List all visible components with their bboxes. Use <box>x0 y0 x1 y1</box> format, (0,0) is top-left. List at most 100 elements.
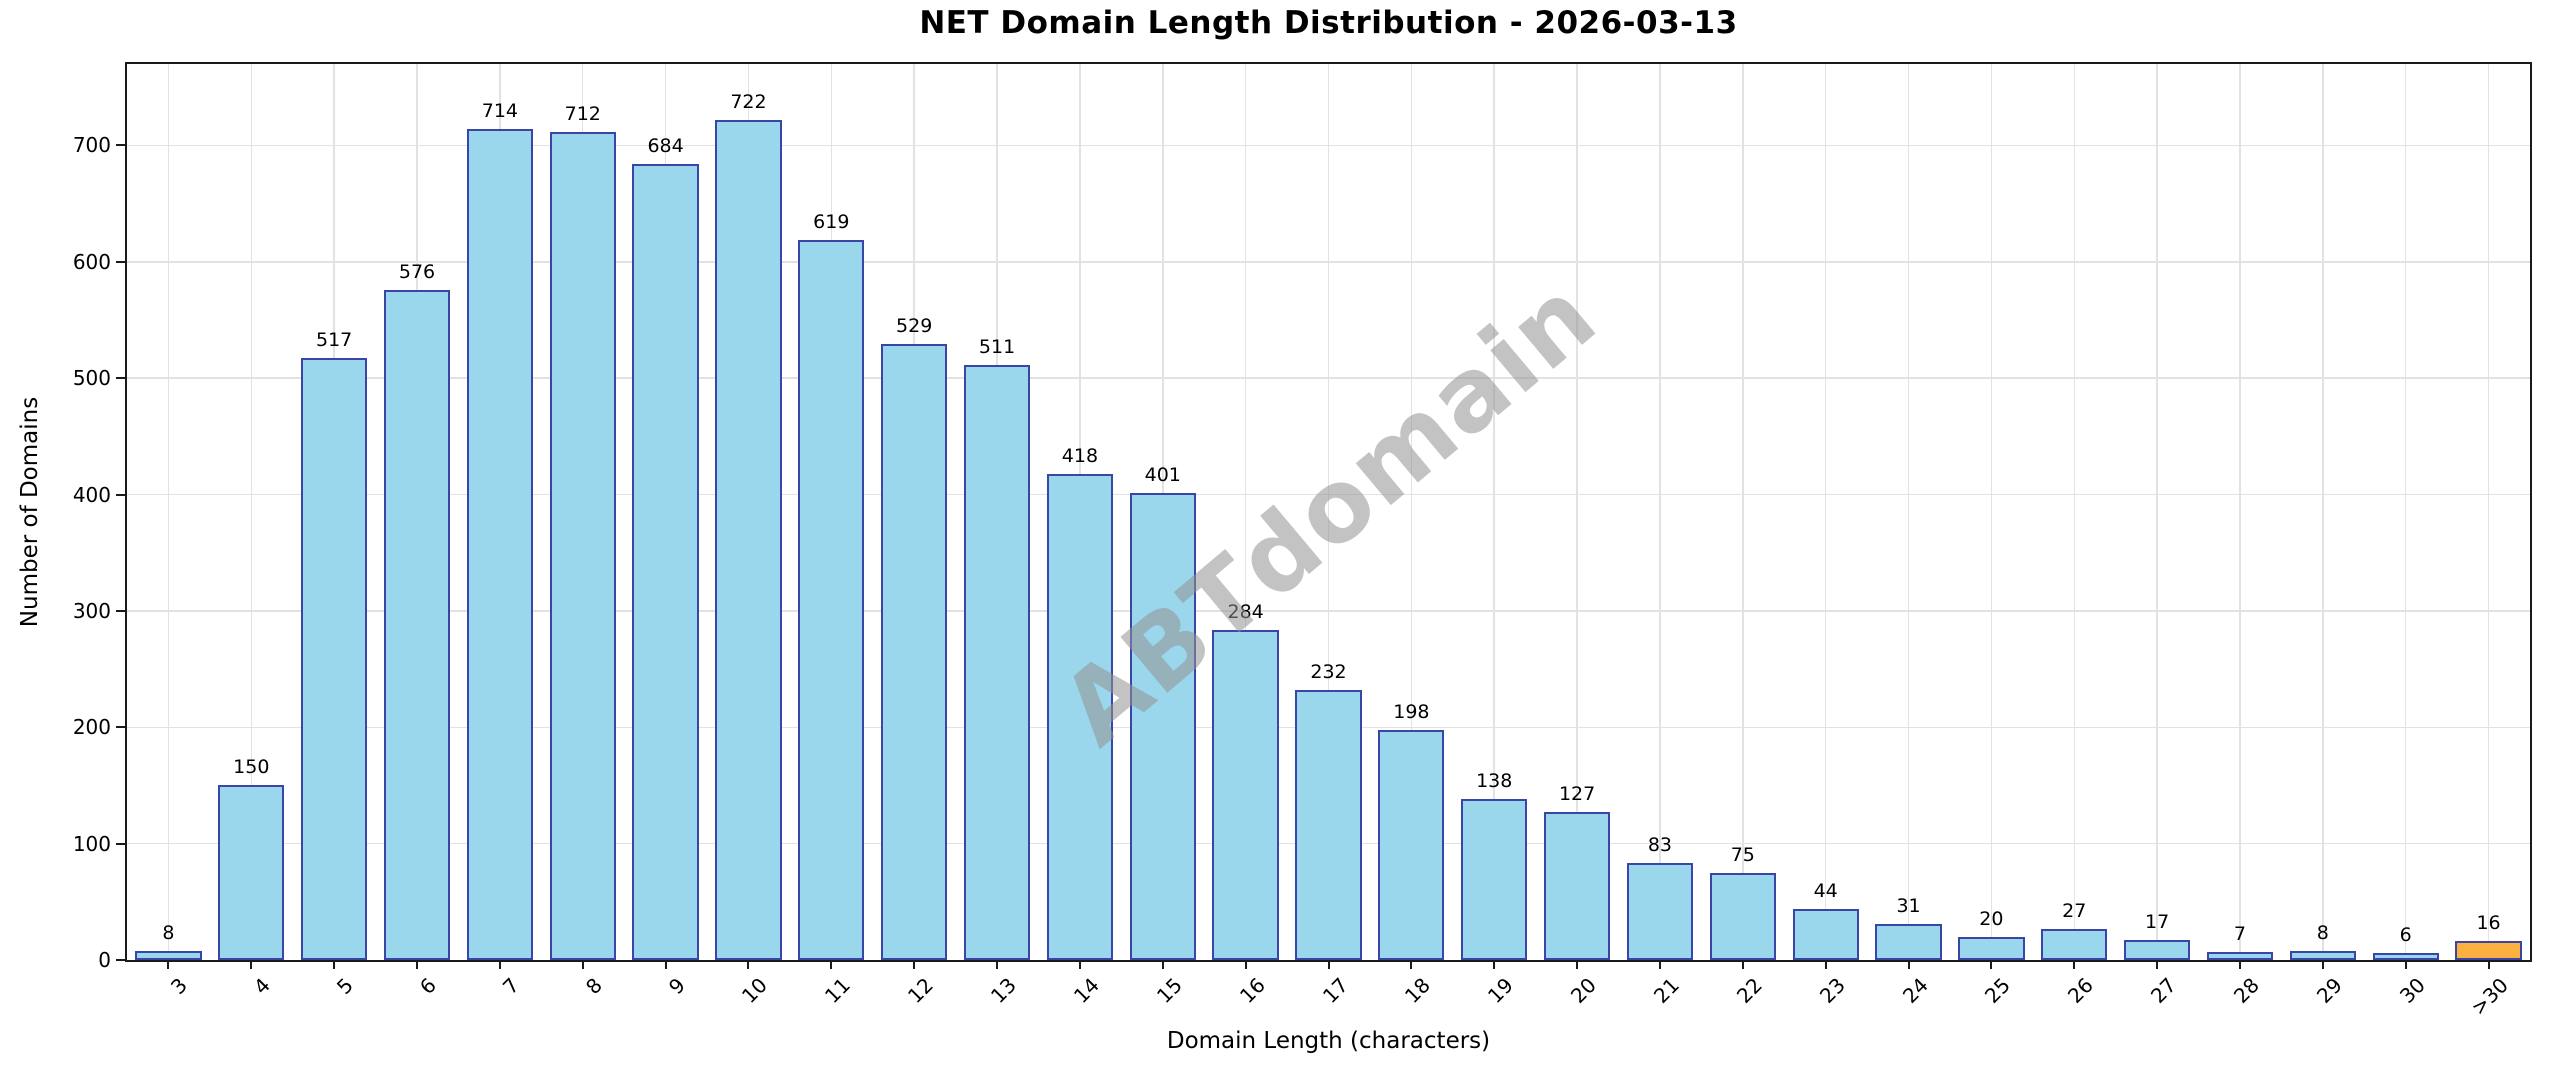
x-tick-label: 11 <box>820 973 856 1008</box>
x-tick-label: 20 <box>1566 973 1602 1008</box>
x-tick-label: 29 <box>2311 973 2347 1008</box>
x-tick-label: 30 <box>2394 973 2430 1008</box>
bar-19 <box>1461 799 1528 960</box>
bar-value-label: 75 <box>1730 843 1755 866</box>
bar-value-label: 150 <box>233 756 270 779</box>
x-tick <box>2156 960 2159 969</box>
bar-9 <box>632 164 699 960</box>
x-tick <box>2238 960 2241 969</box>
bar-22 <box>1709 872 1776 960</box>
y-tick <box>116 609 125 612</box>
gridline <box>1990 64 1993 960</box>
gridline <box>2156 64 2158 960</box>
bar-5 <box>301 358 368 960</box>
gridline <box>2404 64 2407 960</box>
bar-value-label: 83 <box>1647 834 1673 857</box>
x-axis-label: Domain Length (characters) <box>1166 1028 1491 1054</box>
x-tick-label: 23 <box>1814 973 1850 1008</box>
bar-value-label: 8 <box>2316 921 2329 944</box>
y-tick-label: 400 <box>72 482 111 507</box>
x-tick <box>1244 960 1247 969</box>
bar-value-label: 529 <box>896 315 933 338</box>
y-axis-label: Number of Domains <box>17 396 43 628</box>
gridline <box>1742 64 1744 960</box>
x-tick-label: 15 <box>1151 973 1187 1008</box>
gridline <box>2239 64 2241 960</box>
gridline <box>1410 64 1413 960</box>
y-tick-label: 0 <box>98 948 111 972</box>
bar-18 <box>1378 729 1445 960</box>
bar-value-label: 198 <box>1393 700 1430 723</box>
bar-29 <box>2289 950 2356 960</box>
y-tick-label: 200 <box>72 715 111 740</box>
bar-value-label: 712 <box>564 102 601 125</box>
x-tick <box>2404 960 2407 969</box>
x-tick <box>1741 960 1744 969</box>
x-tick <box>1078 960 1081 969</box>
y-tick <box>116 493 125 496</box>
bar->30 <box>2455 941 2522 960</box>
bar-17 <box>1295 690 1362 960</box>
x-tick-label: 14 <box>1068 973 1104 1008</box>
bar-26 <box>2041 928 2108 960</box>
bar-value-label: 722 <box>730 90 767 113</box>
y-tick <box>116 144 125 147</box>
x-tick <box>2487 960 2490 969</box>
x-tick <box>1161 960 1164 969</box>
bar-12 <box>881 344 948 960</box>
gridline <box>1824 64 1827 960</box>
x-tick <box>333 960 336 969</box>
y-tick-label: 500 <box>72 366 111 391</box>
bar-value-label: 511 <box>978 336 1016 359</box>
x-tick <box>1327 960 1330 969</box>
bar-21 <box>1626 863 1694 960</box>
x-tick-label: 4 <box>249 973 276 999</box>
x-tick-label: 16 <box>1234 973 1270 1008</box>
bar-value-label: 576 <box>398 260 436 283</box>
bar-value-label: 44 <box>1813 879 1838 902</box>
bar-7 <box>466 129 534 960</box>
gridline <box>1327 64 1330 960</box>
x-tick <box>1493 960 1496 969</box>
bar-value-label: 7 <box>2233 922 2247 945</box>
x-tick <box>1410 960 1413 969</box>
bar-28 <box>2206 951 2274 960</box>
gridline <box>167 64 170 960</box>
x-tick-label: 6 <box>415 973 441 999</box>
gridline <box>1493 64 1495 960</box>
bar-value-label: 517 <box>316 329 353 352</box>
x-tick <box>830 960 833 969</box>
y-tick-label: 700 <box>72 133 111 158</box>
x-tick <box>2073 960 2076 969</box>
bar-value-label: 16 <box>2476 912 2501 935</box>
bar-value-label: 619 <box>813 210 850 233</box>
x-tick-label: 17 <box>1317 973 1353 1008</box>
x-tick <box>498 960 501 969</box>
x-tick <box>996 960 999 969</box>
bar-value-label: 6 <box>2399 924 2412 947</box>
gridline <box>1907 64 1910 960</box>
bar-value-label: 17 <box>2145 911 2170 934</box>
x-tick-label: 12 <box>903 973 939 1008</box>
x-tick-label: 27 <box>2146 973 2182 1008</box>
x-tick <box>1576 960 1579 969</box>
x-tick-label: 18 <box>1400 973 1436 1008</box>
x-tick-label: 24 <box>1897 973 1933 1008</box>
x-tick-label: 5 <box>332 973 359 999</box>
x-tick-label: 21 <box>1648 973 1684 1008</box>
x-tick <box>1990 960 1993 969</box>
y-tick-label: 300 <box>72 598 111 623</box>
y-tick <box>116 959 125 961</box>
bar-30 <box>2372 953 2439 960</box>
x-tick-label: 13 <box>986 973 1022 1008</box>
bar-value-label: 232 <box>1310 661 1347 684</box>
gridline <box>2073 64 2075 960</box>
bar-4 <box>218 785 285 960</box>
gridline <box>2322 64 2324 960</box>
bar-25 <box>1958 936 2025 960</box>
x-tick <box>1658 960 1661 969</box>
gridline <box>1659 64 1661 960</box>
bar-8 <box>549 131 616 960</box>
bar-6 <box>383 289 451 960</box>
